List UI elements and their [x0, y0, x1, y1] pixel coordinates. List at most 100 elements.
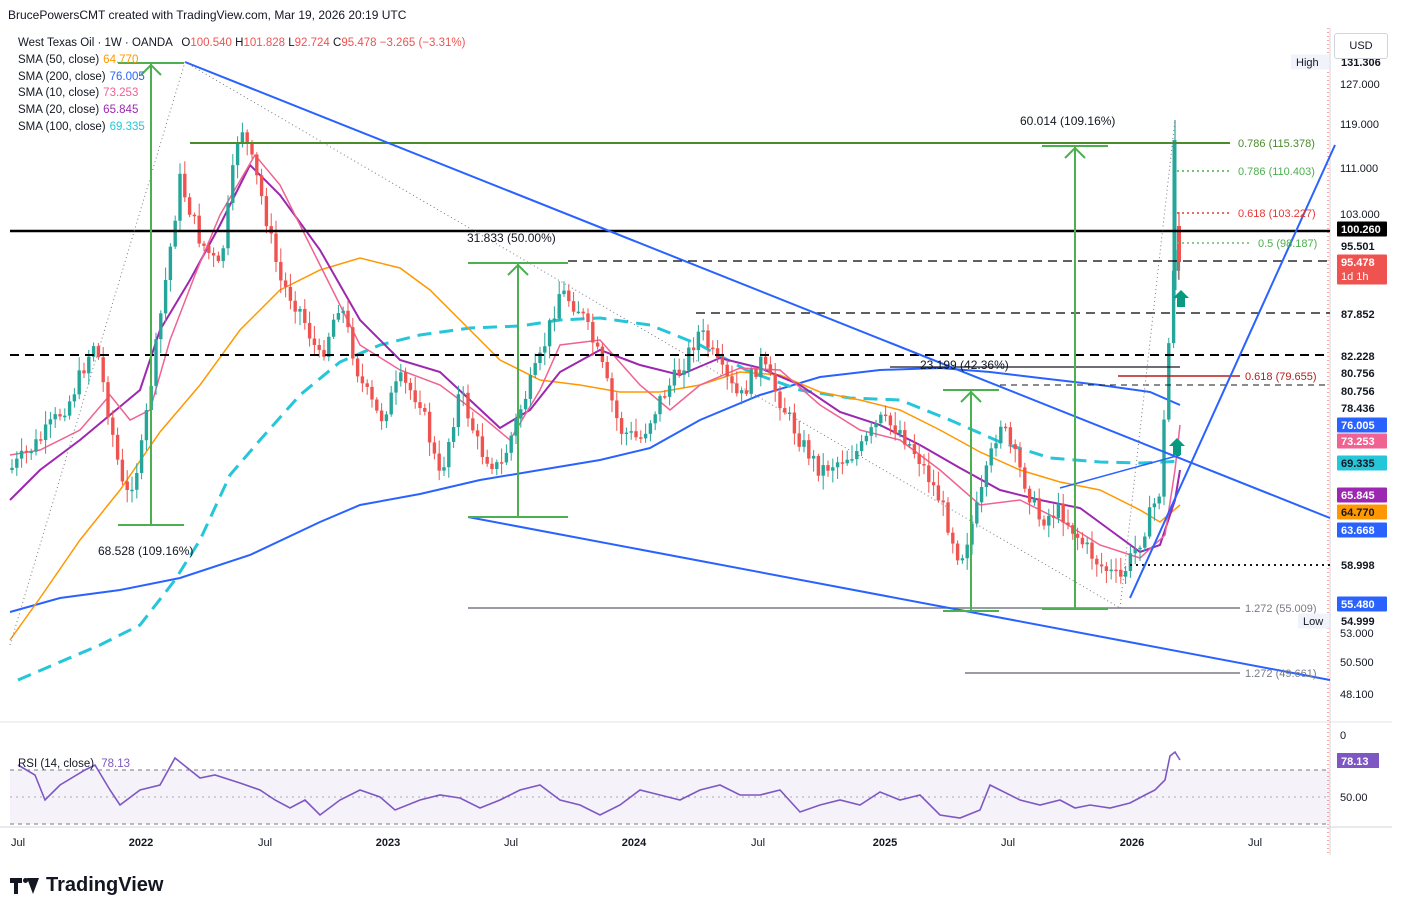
- candle-body: [999, 426, 1003, 444]
- price-tag-box: [1337, 522, 1387, 538]
- candle-body: [375, 399, 379, 411]
- sma20-row[interactable]: SMA (20, close) 65.845: [18, 102, 465, 119]
- candle-body: [701, 330, 705, 332]
- candle-body: [931, 482, 936, 486]
- candle-body: [1147, 507, 1152, 537]
- candle-body: [864, 435, 869, 442]
- rsi-label: RSI (14, close): [18, 758, 95, 770]
- candle-body: [807, 440, 811, 459]
- candle-body: [139, 440, 144, 473]
- candle-body: [653, 414, 657, 424]
- candle-body: [629, 431, 633, 433]
- price-tag-value: 100.260: [1341, 224, 1381, 236]
- rsi-legend[interactable]: RSI (14, close) 78.13: [18, 758, 130, 770]
- candle-body: [1177, 226, 1181, 262]
- low-value: 92.724: [294, 37, 330, 49]
- candle-body: [951, 532, 955, 544]
- candle-body: [768, 364, 773, 374]
- candle-body: [816, 455, 821, 476]
- candle-body: [941, 500, 945, 503]
- candle-body: [783, 408, 787, 413]
- candle-body: [1109, 569, 1113, 572]
- currency-button[interactable]: USD: [1334, 33, 1388, 59]
- candle-body: [197, 215, 201, 244]
- candle-body: [658, 396, 662, 415]
- candle-body: [581, 311, 585, 314]
- candle-body: [408, 382, 413, 391]
- downtrend-line-lower: [467, 516, 1331, 681]
- candle-body: [384, 414, 389, 422]
- candle-body: [1119, 569, 1123, 577]
- tradingview-logo[interactable]: TradingView: [10, 874, 163, 897]
- candle-body: [1071, 525, 1075, 534]
- price-chart[interactable]: 68.528 (109.16%) 31.833 (50.00%) 23.199 (4…: [0, 28, 1403, 868]
- sma200-line: [9, 366, 1181, 613]
- price-tick-label: 50.500: [1340, 657, 1374, 669]
- dotted-trend-1: [9, 61, 186, 646]
- sma200-row[interactable]: SMA (200, close) 76.005: [18, 69, 465, 86]
- candle-body: [456, 394, 461, 428]
- candle-body: [850, 459, 854, 461]
- candle-body: [922, 463, 926, 466]
- price-tag-value: 65.845: [1341, 490, 1375, 502]
- candle-body: [643, 433, 648, 439]
- candle-body: [610, 378, 614, 401]
- candle-body: [211, 252, 216, 256]
- candle-body: [955, 543, 960, 561]
- candle-body: [1032, 498, 1037, 503]
- sma200-label: SMA (200, close): [18, 70, 106, 83]
- price-tag-box: [1337, 383, 1387, 399]
- candle-body: [1171, 270, 1176, 344]
- sma20-line: [9, 163, 1181, 554]
- symbol-label[interactable]: West Texas Oil · 1W · OANDA: [18, 37, 173, 49]
- candle-body: [792, 412, 797, 434]
- candle-body: [144, 410, 149, 441]
- candle-body: [63, 415, 67, 418]
- price-tag-box: [1337, 596, 1387, 612]
- price-tick-label: 127.000: [1340, 79, 1380, 91]
- annotation-measured-move-2022: 68.528 (109.16%): [98, 544, 193, 558]
- sma10-line: [9, 153, 1181, 559]
- candle-body: [34, 439, 38, 452]
- sma100-value: 69.335: [109, 120, 145, 133]
- time-tick-label: Jul: [11, 837, 25, 849]
- candle-body: [264, 196, 269, 227]
- candle-body: [485, 456, 489, 464]
- candle-body: [1167, 343, 1171, 420]
- candle-body: [1157, 496, 1161, 504]
- rsi-value: 78.13: [101, 758, 131, 770]
- sma50-row[interactable]: SMA (50, close) 64.770: [18, 52, 465, 69]
- sma100-row[interactable]: SMA (100, close) 69.335: [18, 119, 465, 136]
- candle-body: [706, 330, 710, 348]
- open-value: 100.540: [190, 37, 232, 49]
- candle-body: [835, 462, 840, 468]
- candle-body: [19, 450, 24, 459]
- price-tag: 82.228: [1337, 348, 1387, 364]
- candle-body: [1152, 503, 1157, 508]
- price-tag: 55.480: [1337, 596, 1387, 612]
- candle-body: [605, 361, 609, 379]
- candle-body: [927, 465, 931, 483]
- candle-body: [538, 352, 542, 364]
- candle-body: [778, 391, 782, 409]
- candle-body: [427, 411, 432, 443]
- price-tag: 78.436: [1337, 400, 1387, 416]
- price-tag-value: 87.852: [1341, 309, 1375, 321]
- time-tick-label: Jul: [258, 837, 272, 849]
- price-tag-marker-box: [1291, 54, 1329, 70]
- candle-body: [250, 142, 254, 155]
- candle-body: [1128, 553, 1133, 572]
- candle-body: [115, 434, 120, 460]
- candle-body: [648, 423, 653, 434]
- price-tag-box: [1337, 433, 1387, 449]
- candle-body: [279, 261, 283, 281]
- price-tag: 80.756: [1337, 383, 1387, 399]
- candle-body: [235, 142, 240, 166]
- candle-body: [202, 243, 206, 246]
- sma20-value: 65.845: [103, 104, 139, 117]
- price-tag-box: [1337, 238, 1387, 254]
- candle-body: [960, 558, 965, 561]
- candle-body: [1003, 426, 1008, 429]
- sma10-row[interactable]: SMA (10, close) 73.253: [18, 85, 465, 102]
- candle-body: [125, 481, 129, 490]
